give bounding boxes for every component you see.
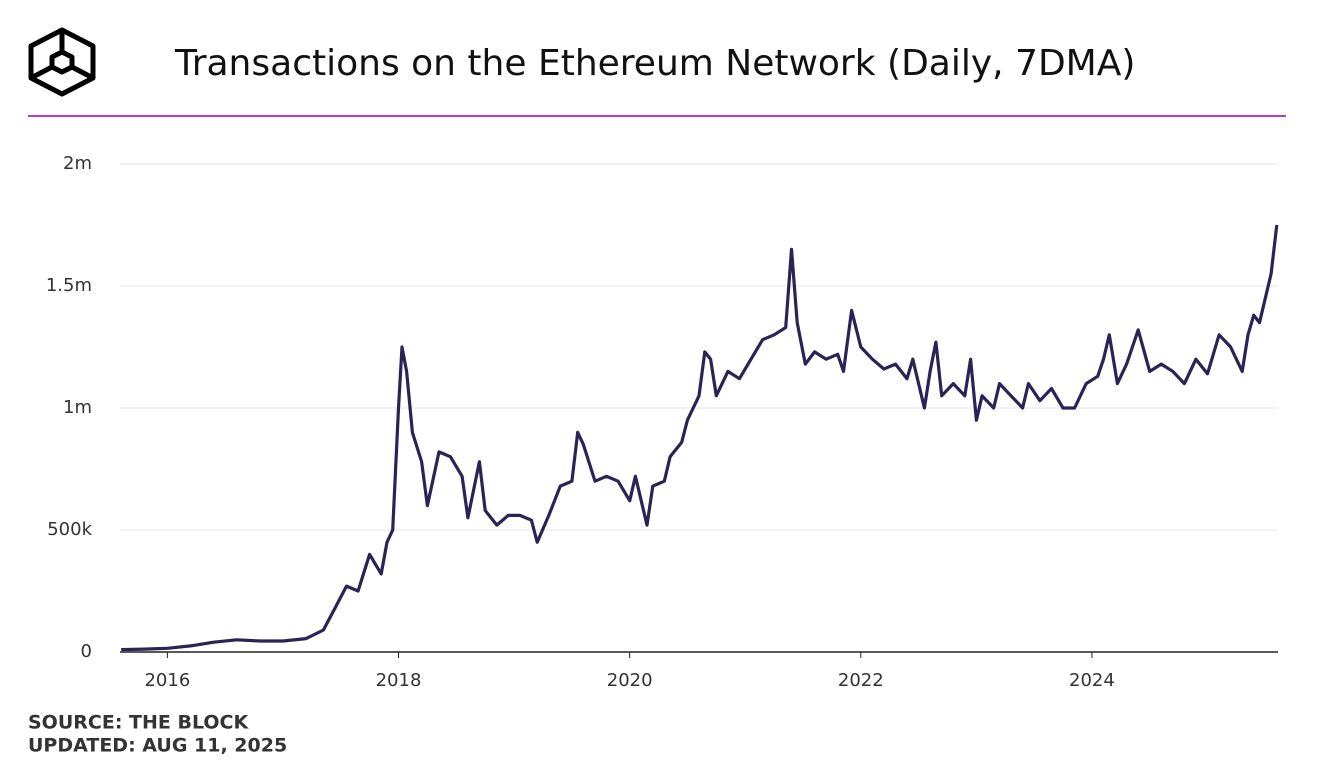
y-tick-label: 500k: [47, 519, 92, 540]
chart-title: Transactions on the Ethereum Network (Da…: [174, 43, 1135, 84]
y-tick-label: 1.5m: [46, 275, 92, 296]
x-tick-label: 2020: [607, 670, 653, 691]
x-tick-label: 2024: [1069, 670, 1115, 691]
logo: [28, 27, 96, 97]
x-tick-label: 2016: [144, 670, 190, 691]
x-tick-label: 2018: [376, 670, 422, 691]
x-tick-label: 2022: [838, 670, 884, 691]
series-line: [121, 224, 1279, 652]
source-note: SOURCE: THE BLOCK: [28, 712, 249, 734]
updated-note: UPDATED: AUG 11, 2025: [28, 735, 287, 757]
y-tick-label: 0: [81, 641, 92, 662]
y-tick-label: 1m: [63, 397, 92, 418]
y-tick-label: 2m: [63, 153, 92, 174]
